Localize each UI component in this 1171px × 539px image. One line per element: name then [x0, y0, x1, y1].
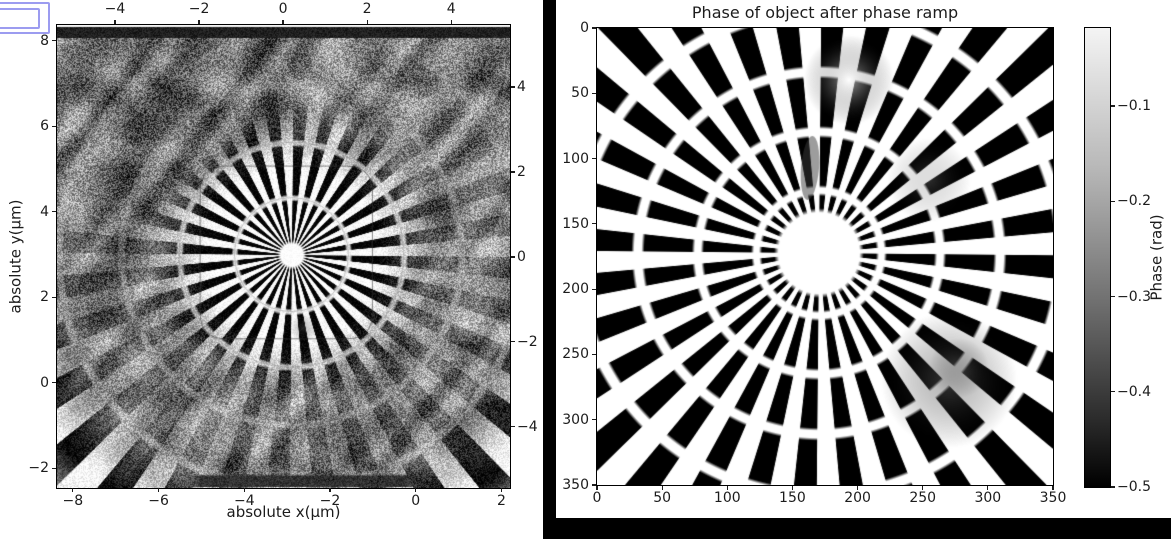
left-plot-y-tick	[52, 296, 56, 298]
left-plot-top-tick	[114, 20, 116, 24]
right-plot-y-tick	[592, 353, 596, 356]
right-plot-x-tick	[1052, 486, 1054, 490]
right-plot-title: Phase of object after phase ramp	[691, 3, 959, 22]
colorbar-tick-label: −0.4	[1117, 383, 1151, 400]
left-plot-x-tick	[500, 488, 503, 492]
left-plot-xlabel: absolute x(µm)	[226, 503, 341, 521]
right-plot-y-tick-label: 50	[571, 85, 589, 102]
colorbar-tick	[1111, 486, 1115, 488]
left-plot-x-tick	[415, 488, 417, 492]
colorbar-tick	[1111, 200, 1115, 202]
right-plot-x-tick	[987, 486, 989, 490]
left-plot-right-tick-label: −4	[517, 418, 538, 435]
left-plot-right-tick	[511, 426, 515, 428]
left-plot-y-tick	[52, 467, 56, 469]
right-plot-x-tick	[726, 486, 728, 490]
right-plot-y-tick	[592, 419, 596, 421]
right-plot-y-tick	[592, 92, 596, 94]
left-plot-x-tick	[329, 488, 331, 492]
right-plot-x-tick	[596, 486, 598, 490]
left-plot-x-tick-label: −4	[233, 493, 255, 509]
right-plot-y-tick	[592, 157, 596, 160]
left-plot-ylabel: absolute y(µm)	[6, 199, 25, 314]
left-plot-y-tick	[52, 211, 56, 213]
colorbar-tick	[1111, 391, 1115, 393]
right-plot-x-tick-label: 200	[844, 490, 871, 506]
left-plot-y-tick-label: 2	[40, 289, 49, 306]
left-plot-top-tick-label: 2	[362, 1, 372, 17]
right-plot-x-tick-label: 0	[592, 490, 602, 506]
colorbar-tick	[1111, 105, 1115, 107]
left-plot-right-tick-label: 4	[517, 79, 526, 96]
left-plot-top-tick-label: −4	[104, 1, 126, 17]
right-plot-y-tick-label: 250	[562, 346, 589, 363]
right-plot-y-tick-label: 300	[562, 411, 589, 428]
left-plot-y-tick-label: 8	[40, 32, 49, 49]
left-plot-y-tick	[52, 382, 56, 384]
left-plot-x-tick	[157, 488, 160, 492]
colorbar-label: Phase (rad)	[1147, 214, 1166, 301]
right-plot-y-tick-label: 0	[580, 20, 589, 36]
left-plot-x-tick	[72, 488, 74, 492]
right-plot-x-tick-label: 300	[974, 490, 1002, 506]
left-plot-y-tick-label: 6	[40, 118, 49, 135]
left-plot-x-tick-label: 2	[496, 493, 506, 509]
left-plot-right-tick-label: 0	[517, 248, 526, 265]
left-plot-y-tick-label: −2	[28, 460, 49, 477]
right-plot-y-tick-label: 150	[562, 215, 589, 232]
left-plot-top-tick	[450, 20, 452, 24]
left-plot-top-tick	[366, 20, 368, 24]
left-plot-top-tick	[198, 20, 200, 24]
colorbar	[1084, 27, 1111, 488]
left-plot-right-tick	[511, 86, 515, 88]
left-plot-y-tick	[52, 40, 56, 42]
right-plot-x-tick	[661, 486, 663, 490]
colorbar-tick-label: −0.2	[1117, 193, 1151, 210]
left-plot-x-tick-label: −8	[62, 493, 84, 509]
left-plot-right-tick	[511, 171, 515, 173]
left-plot-y-tick-label: 0	[40, 374, 49, 391]
right-plot-x-tick-label: 350	[1039, 490, 1067, 506]
left-plot-top-tick-label: 0	[278, 1, 288, 17]
left-plot-x-tick	[243, 488, 245, 492]
partial-window-outline-outer	[0, 2, 50, 34]
right-plot-y-tick-label: 200	[562, 281, 589, 298]
right-plot-y-tick	[592, 223, 596, 225]
left-plot-top-tick-label: 4	[446, 1, 456, 17]
right-plot-y-tick	[592, 484, 596, 486]
right-plot-x-tick-label: 150	[779, 490, 806, 506]
right-plot-x-tick	[922, 486, 924, 490]
left-plot-x-tick-label: −6	[148, 493, 169, 509]
colorbar-label-box: Phase (rad)	[1147, 28, 1167, 487]
left-plot-right-tick	[511, 341, 515, 343]
left-plot-top-tick	[282, 20, 284, 24]
partial-window-outline-inner	[0, 8, 40, 29]
right-plot-x-tick	[856, 486, 859, 490]
colorbar-tick	[1111, 295, 1115, 298]
left-plot-image	[56, 24, 511, 489]
right-plot-x-tick	[791, 486, 794, 490]
left-plot-top-tick-label: −2	[188, 1, 210, 17]
left-plot-right-tick-label: −2	[517, 333, 538, 350]
colorbar-tick-label: −0.1	[1117, 98, 1151, 115]
left-plot-x-tick-label: 0	[411, 493, 421, 509]
colorbar-tick-label: −0.5	[1117, 479, 1151, 495]
left-plot-y-tick-label: 4	[40, 203, 49, 220]
left-plot-right-tick	[511, 256, 515, 258]
right-plot-y-tick	[592, 27, 596, 29]
left-plot-ylabel-box: absolute y(µm)	[6, 25, 26, 488]
right-plot-image	[596, 27, 1054, 486]
right-plot-y-tick-label: 100	[562, 150, 589, 167]
colorbar-tick-label: −0.3	[1117, 288, 1151, 305]
left-plot-right-tick-label: 2	[517, 163, 526, 180]
right-plot-y-tick	[592, 288, 596, 290]
right-plot-y-tick-label: 350	[562, 477, 589, 493]
left-plot-x-tick-label: −2	[319, 493, 341, 509]
right-plot-x-tick-label: 100	[713, 490, 741, 506]
right-plot-x-tick-label: 250	[909, 490, 937, 506]
left-plot-y-tick	[52, 125, 56, 127]
right-plot-x-tick-label: 50	[653, 490, 672, 506]
